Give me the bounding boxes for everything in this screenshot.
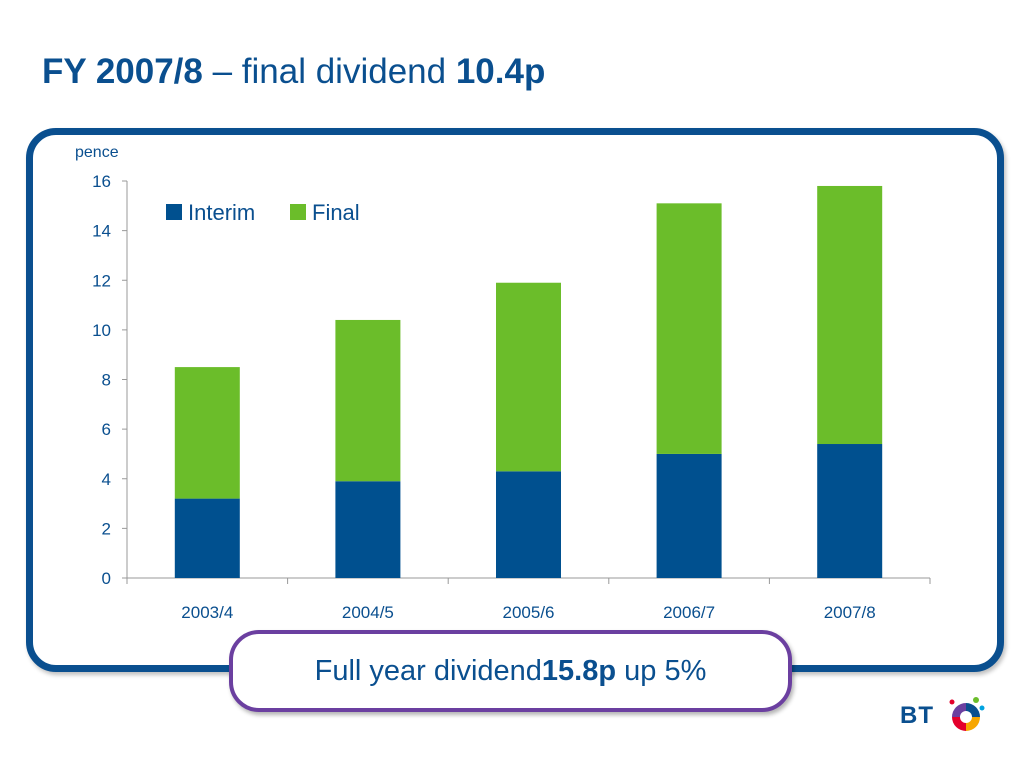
y-tick-label: 0 (102, 569, 111, 588)
y-axis-label: pence (75, 144, 119, 161)
bar-interim-2005-6 (496, 471, 561, 578)
x-tick-label: 2005/6 (503, 603, 555, 622)
slide-title: FY 2007/8 – final dividend 10.4p (42, 52, 545, 92)
bar-interim-2003-4 (174, 498, 240, 578)
y-tick-label: 10 (92, 321, 111, 340)
title-middle: – final dividend (202, 52, 456, 91)
y-tick-label: 14 (92, 222, 111, 241)
legend-swatch-interim (166, 204, 182, 220)
legend-label-interim: Interim (188, 200, 255, 225)
bt-logo: BT (900, 690, 995, 740)
x-tick-label: 2006/7 (663, 603, 715, 622)
legend-swatch-final (290, 204, 306, 220)
callout-text-end: up 5% (616, 654, 707, 687)
title-amount: 10.4p (455, 52, 546, 91)
x-tick-label: 2007/8 (824, 603, 876, 622)
bar-interim-2004-5 (335, 481, 401, 578)
piper-globe-icon (949, 697, 985, 731)
callout-text-start: Full year dividend (314, 654, 542, 687)
bar-final-2006-7 (656, 203, 722, 454)
title-year: FY 2007/8 (42, 52, 203, 91)
bar-final-2004-5 (335, 319, 401, 482)
summary-callout: Full year dividend ​15.8p up 5% (229, 630, 792, 712)
legend-label-final: Final (312, 200, 360, 225)
y-tick-label: 4 (102, 470, 111, 489)
bar-final-2005-6 (496, 282, 561, 472)
callout-amount: 15.8p (541, 654, 617, 687)
x-tick-label: 2003/4 (181, 603, 233, 622)
logo-text: BT (900, 702, 934, 729)
y-tick-label: 12 (92, 271, 111, 290)
y-tick-label: 6 (102, 420, 111, 439)
x-tick-label: 2004/5 (342, 603, 394, 622)
y-tick-label: 16 (92, 172, 111, 191)
bar-final-2007-8 (817, 185, 883, 445)
bar-interim-2007-8 (817, 444, 883, 578)
y-tick-label: 2 (102, 519, 111, 538)
y-tick-label: 8 (102, 371, 111, 390)
bar-interim-2006-7 (656, 453, 722, 578)
bar-final-2003-4 (174, 367, 240, 499)
